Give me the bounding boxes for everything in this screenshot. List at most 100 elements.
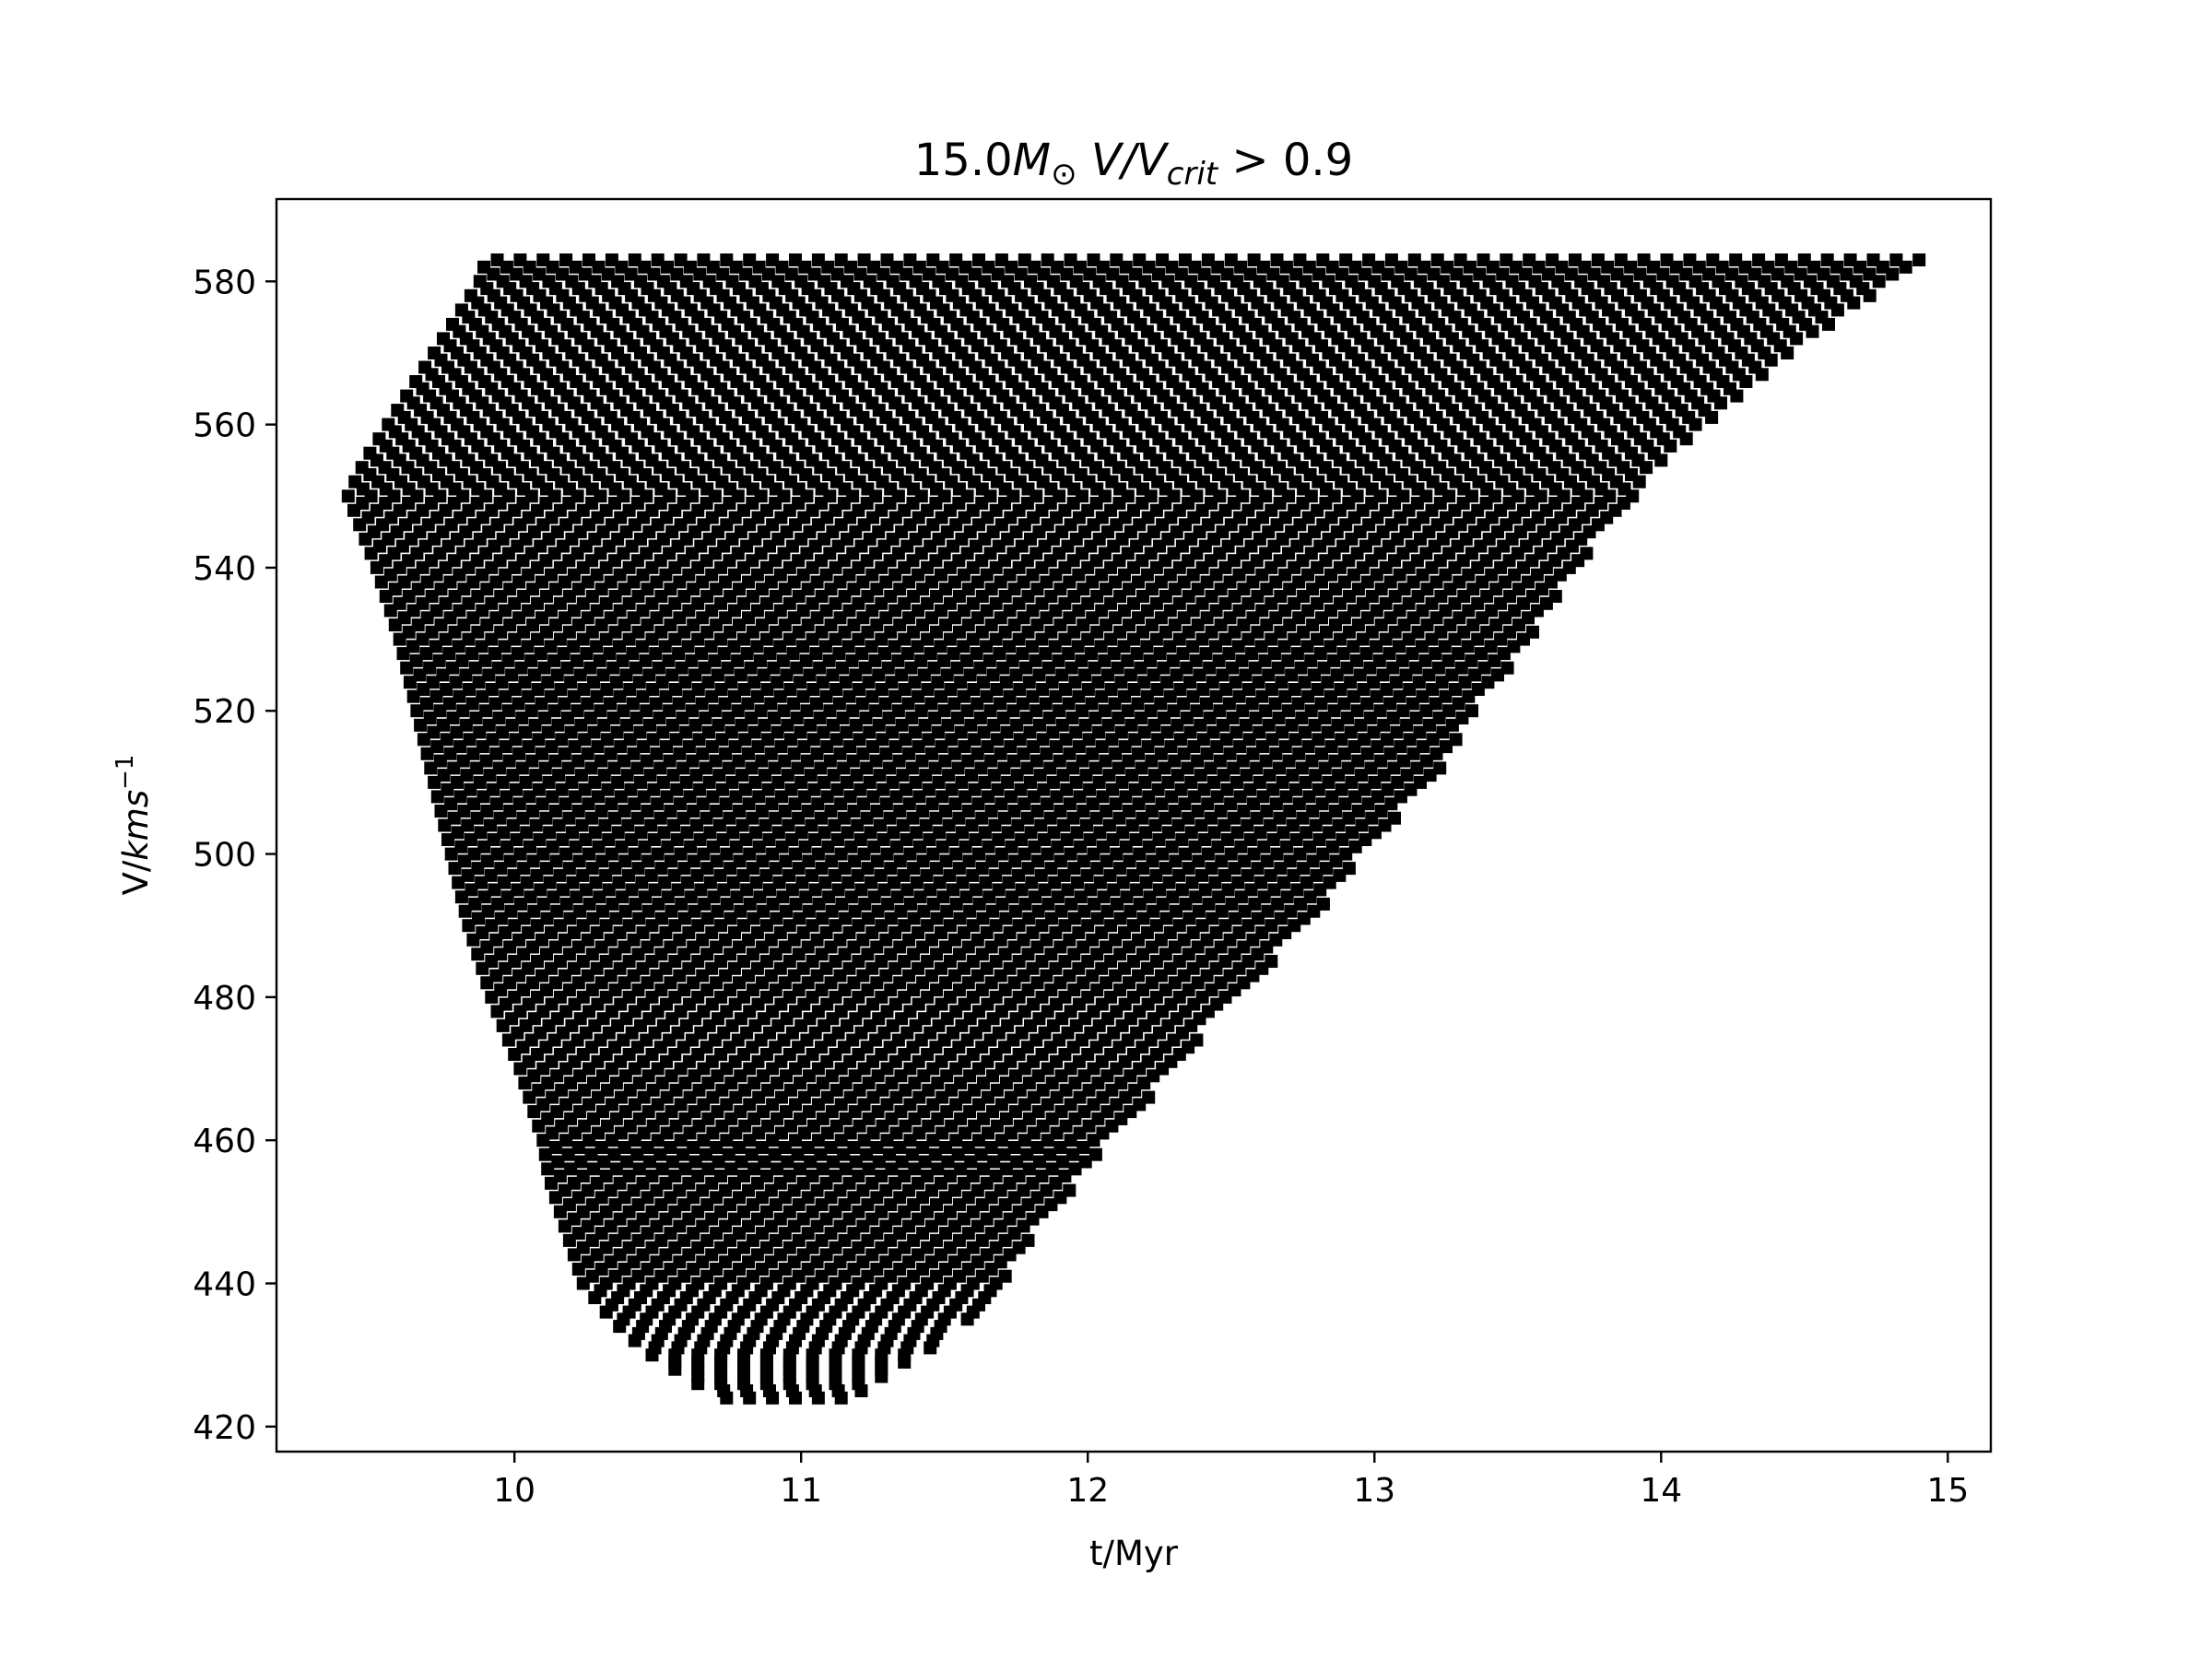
scatter-point (720, 847, 734, 861)
scatter-point (675, 897, 688, 911)
scatter-point (632, 1162, 646, 1176)
scatter-point (699, 761, 712, 775)
scatter-point (1244, 883, 1258, 897)
scatter-point (545, 740, 559, 754)
scatter-point (757, 904, 771, 918)
scatter-point (529, 769, 543, 782)
scatter-point (810, 747, 824, 760)
scatter-point (978, 826, 992, 840)
scatter-point (709, 754, 723, 768)
scatter-point (1218, 818, 1231, 832)
scatter-point (904, 897, 917, 911)
scatter-point (732, 754, 746, 768)
scatter-point (623, 733, 637, 747)
scatter-point (1205, 862, 1218, 876)
scatter-point (730, 890, 744, 904)
scatter-point (1122, 754, 1135, 768)
scatter-point (1384, 797, 1398, 811)
scatter-point (594, 754, 608, 768)
scatter-point (857, 847, 871, 861)
scatter-point (524, 890, 537, 904)
scatter-point (913, 890, 927, 904)
scatter-point (818, 826, 831, 840)
scatter-point (382, 418, 395, 431)
scatter-point (1069, 775, 1083, 789)
scatter-point (1022, 1162, 1036, 1176)
scatter-point (818, 775, 831, 789)
scatter-point (605, 847, 618, 861)
scatter-point (1097, 840, 1110, 853)
scatter-point (1316, 897, 1330, 911)
scatter-point (503, 854, 517, 868)
scatter-point (660, 740, 673, 754)
scatter-point (933, 826, 947, 840)
scatter-point (928, 1147, 942, 1161)
scatter-point (852, 1170, 865, 1182)
scatter-point (1237, 805, 1251, 818)
scatter-point (900, 883, 914, 897)
scatter-point (1414, 775, 1427, 789)
scatter-point (479, 754, 493, 768)
scatter-point (1070, 826, 1084, 840)
scatter-point (677, 912, 691, 925)
scatter-point (1035, 1170, 1049, 1182)
scatter-point (1210, 790, 1224, 804)
scatter-point (756, 854, 770, 868)
scatter-point (784, 782, 798, 796)
scatter-point (486, 733, 500, 747)
scatter-point (1295, 761, 1309, 775)
scatter-point (1029, 890, 1041, 904)
scatter-point (883, 761, 896, 775)
scatter-point (818, 876, 832, 889)
scatter-point (1254, 876, 1268, 889)
scatter-point (602, 883, 616, 897)
scatter-point (745, 1147, 759, 1161)
scatter-point (905, 761, 919, 775)
scatter-point (997, 1147, 1011, 1161)
scatter-point (677, 862, 691, 876)
scatter-point (829, 919, 842, 933)
scatter-point (510, 833, 524, 846)
scatter-point (1068, 1162, 1082, 1176)
scatter-point (437, 769, 451, 782)
scatter-point (992, 833, 1006, 846)
scatter-point (608, 862, 622, 876)
scatter-point (738, 733, 752, 747)
scatter-point (941, 1155, 955, 1169)
scatter-point (747, 1162, 761, 1176)
scatter-point (945, 782, 959, 796)
scatter-point (433, 754, 447, 768)
scatter-point (752, 840, 766, 853)
scatter-point (851, 868, 865, 882)
scatter-point (1283, 854, 1297, 868)
scatter-point (1148, 769, 1161, 782)
scatter-point (1233, 740, 1247, 754)
scatter-point (894, 904, 908, 918)
scatter-point (645, 1170, 659, 1182)
scatter-point (605, 797, 618, 811)
scatter-point (452, 876, 465, 889)
scatter-point (751, 740, 765, 754)
scatter-point (630, 1147, 644, 1161)
scatter-point (923, 833, 936, 846)
scatter-point (1333, 868, 1347, 882)
scatter-point (1265, 955, 1278, 968)
scatter-point (919, 818, 933, 832)
scatter-point (999, 1162, 1013, 1176)
scatter-point (1063, 1183, 1077, 1197)
scatter-point (885, 1162, 899, 1176)
scatter-point (477, 890, 491, 904)
scatter-point (733, 1141, 746, 1154)
scatter-point (1175, 883, 1189, 897)
scatter-point (1041, 847, 1054, 861)
scatter-point (866, 790, 880, 804)
scatter-point (551, 1155, 565, 1169)
scatter-point (1158, 761, 1171, 775)
scatter-point (1312, 782, 1325, 796)
scatter-point (1142, 1090, 1156, 1104)
scatter-point (609, 1162, 623, 1176)
scatter-point (1264, 868, 1277, 882)
scatter-point (984, 754, 998, 768)
scatter-point (807, 782, 821, 796)
scatter-point (725, 775, 739, 789)
